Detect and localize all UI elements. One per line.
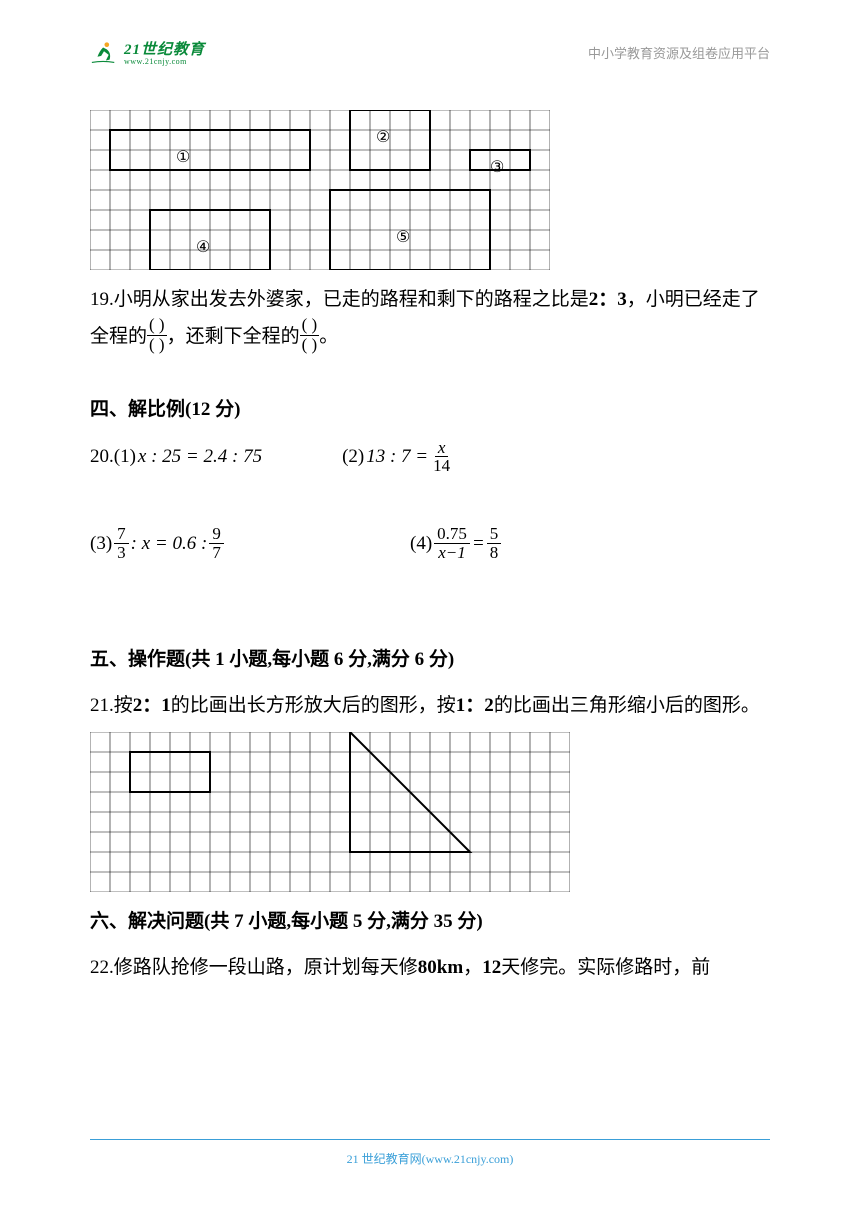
page-footer: 21 世纪教育网(www.21cnjy.com) bbox=[0, 1139, 860, 1171]
svg-text:⑤: ⑤ bbox=[396, 229, 410, 246]
eq-4: (4) 0.75x−1 = 58 bbox=[410, 525, 503, 562]
q19-num: 19. bbox=[90, 289, 114, 310]
svg-text:④: ④ bbox=[196, 239, 210, 256]
svg-text:①: ① bbox=[176, 149, 190, 166]
section-6-title: 六、解决问题(共 7 小题,每小题 5 分,满分 35 分) bbox=[90, 904, 770, 940]
figure-grid-2 bbox=[90, 732, 770, 892]
blank-1: ( )( ) bbox=[147, 316, 167, 354]
question-22: 22.修路队抢修一段山路，原计划每天修80km，12天修完。实际修路时，前 bbox=[90, 950, 770, 986]
figure-grid-1: ① ② ③ ④ ⑤ bbox=[90, 110, 770, 270]
eq-2: (2) 13 : 7 = x14 bbox=[342, 439, 455, 476]
q19-ratio: 2：3 bbox=[589, 289, 627, 310]
question-20: 20. (1) x : 25 = 2.4 : 75 (2) 13 : 7 = x… bbox=[90, 439, 770, 562]
section-5-title: 五、操作题(共 1 小题,每小题 6 分,满分 6 分) bbox=[90, 642, 770, 678]
header-tagline: 中小学教育资源及组卷应用平台 bbox=[588, 42, 770, 67]
page-header: 21世纪教育 www.21cnjy.com 中小学教育资源及组卷应用平台 bbox=[90, 40, 770, 68]
section-4-title: 四、解比例(12 分) bbox=[90, 392, 770, 428]
q22-num: 22. bbox=[90, 957, 114, 978]
question-21: 21.按2：1的比画出长方形放大后的图形，按1：2的比画出三角形缩小后的图形。 bbox=[90, 688, 770, 724]
footer-divider bbox=[90, 1139, 770, 1140]
logo-text: 21世纪教育 www.21cnjy.com bbox=[124, 43, 205, 66]
logo: 21世纪教育 www.21cnjy.com bbox=[90, 40, 205, 68]
page-content: ① ② ③ ④ ⑤ 19.小明从家出发去外婆家，已走的路程和剩下的路程之比是2：3，小明… bbox=[90, 110, 770, 986]
logo-sub: www.21cnjy.com bbox=[124, 58, 205, 66]
blank-2: ( )( ) bbox=[300, 316, 320, 354]
question-19: 19.小明从家出发去外婆家，已走的路程和剩下的路程之比是2：3，小明已经走了全程… bbox=[90, 282, 770, 356]
svg-text:③: ③ bbox=[490, 159, 504, 176]
q21-num: 21. bbox=[90, 695, 114, 716]
logo-main: 21世纪教育 bbox=[124, 43, 205, 58]
grid2-svg bbox=[90, 732, 570, 892]
q19-text-a: 小明从家出发去外婆家，已走的路程和剩下的路程之比是 bbox=[114, 289, 589, 310]
eq-3: (3) 73 : x = 0.6 : 97 bbox=[90, 525, 330, 562]
footer-text: 21 世纪教育网(www.21cnjy.com) bbox=[347, 1152, 514, 1166]
q19-text-c: ，还剩下全程的 bbox=[167, 326, 300, 347]
grid1-svg: ① ② ③ ④ ⑤ bbox=[90, 110, 550, 270]
eq-1: 20. (1) x : 25 = 2.4 : 75 bbox=[90, 439, 262, 476]
q19-text-d: 。 bbox=[319, 326, 338, 347]
svg-text:②: ② bbox=[376, 129, 390, 146]
runner-icon bbox=[90, 40, 118, 68]
